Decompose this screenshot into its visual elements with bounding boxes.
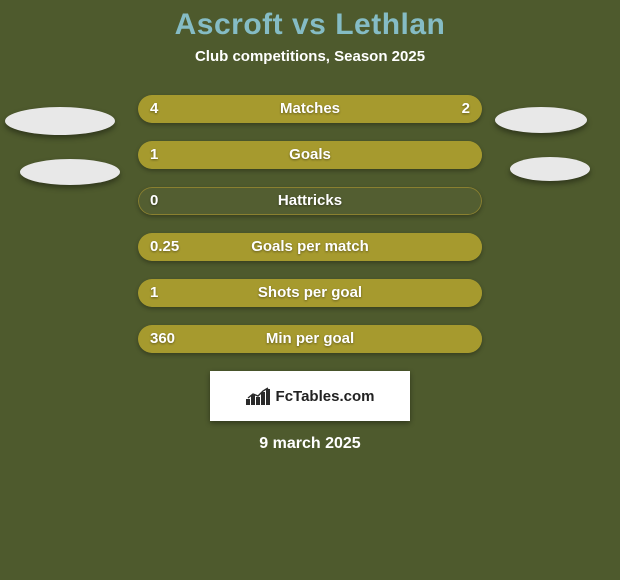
brand-text: FcTables.com	[276, 388, 375, 405]
stat-bar: 42Matches	[138, 95, 482, 123]
decorative-ellipse	[495, 107, 587, 133]
stat-label: Goals per match	[138, 233, 482, 261]
comparison-area: 42Matches 1Goals 0Hattricks 0.25Goals per m…	[0, 95, 620, 353]
fctables-logo-icon	[246, 387, 270, 405]
page-title: Ascroft vs Lethlan	[0, 0, 620, 42]
subtitle: Club competitions, Season 2025	[0, 48, 620, 65]
stat-bar: 0Hattricks	[138, 187, 482, 215]
decorative-ellipse	[5, 107, 115, 135]
stat-label: Shots per goal	[138, 279, 482, 307]
title-player-left: Ascroft	[175, 8, 284, 41]
decorative-ellipse	[20, 159, 120, 185]
date-line: 9 march 2025	[0, 435, 620, 453]
title-player-right: Lethlan	[335, 8, 445, 41]
bars-container: 42Matches 1Goals 0Hattricks 0.25Goals per m…	[138, 95, 482, 353]
title-vs: vs	[292, 8, 326, 41]
stat-label: Matches	[138, 95, 482, 123]
stat-bar: 0.25Goals per match	[138, 233, 482, 261]
stat-label: Min per goal	[138, 325, 482, 353]
stat-bar: 1Goals	[138, 141, 482, 169]
stat-label: Hattricks	[138, 187, 482, 215]
stat-label: Goals	[138, 141, 482, 169]
decorative-ellipse	[510, 157, 590, 181]
stat-bar: 1Shots per goal	[138, 279, 482, 307]
stat-bar: 360Min per goal	[138, 325, 482, 353]
brand-box: FcTables.com	[210, 371, 410, 421]
